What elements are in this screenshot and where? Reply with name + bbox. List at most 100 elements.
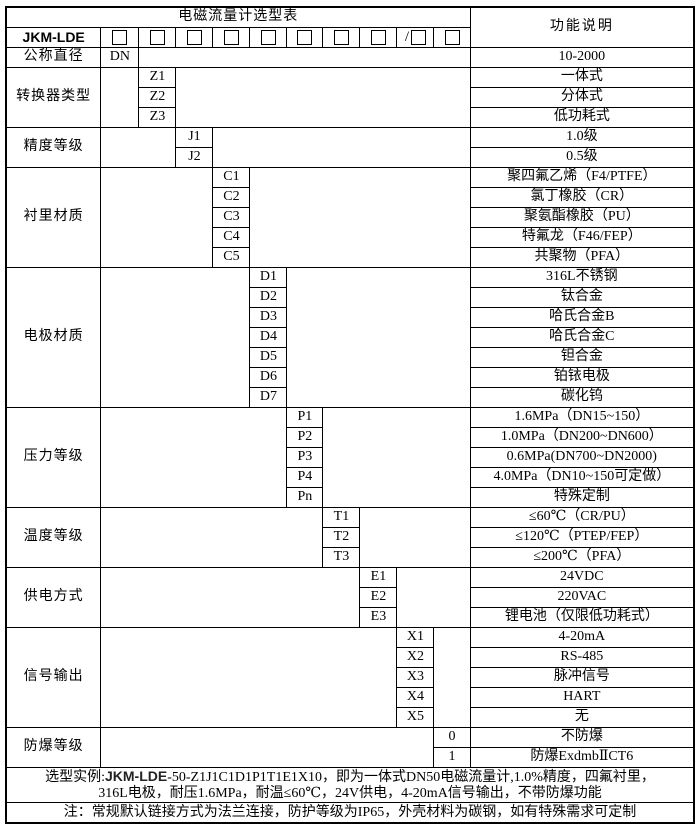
option-description: 0.5级 [469,147,695,168]
code-box-d [249,27,288,48]
option-code: P1 [286,407,324,428]
option-code: X5 [396,707,435,728]
table-row: P3 0.6MPa(DN700~DN2000) [6,447,695,468]
option-description: RS-485 [469,647,695,668]
example-prefix: 选型实例: [45,770,105,785]
table-row: 公称直径 DN 10-2000 [5,47,695,68]
option-code: C4 [212,227,251,248]
table-row: 压力等级 P1 1.6MPa（DN15~150） [5,407,695,508]
option-description: 碳化钨 [469,387,695,408]
category-label: 防爆等级 [5,727,102,768]
option-description: 聚四氟乙烯（F4/PTFE） [469,167,695,188]
checkbox-icon [411,30,426,45]
selection-example: 选型实例:JKM-LDE-50-Z1J1C1D1P1T1E1X10，即为一体式D… [5,766,695,804]
checkbox-icon [223,29,239,45]
option-description: 特殊定制 [469,487,695,508]
empty-cell [286,267,471,408]
option-description: 不防爆 [469,727,695,748]
table-row: 温度等级 T1 ≤60℃（CR/PU） [5,507,695,568]
note-row: 注：常规默认链接方式为法兰连接，防护等级为IP65，外壳材料为碳钢，如有特殊需求… [5,802,695,824]
code-box-c [212,27,251,48]
table-row: 精度等级 J1 1.0级 [5,127,695,168]
option-code: C1 [212,167,251,188]
option-code: X4 [396,687,435,708]
category-label: 温度等级 [5,507,102,568]
example-model-code: JKM-LDE [105,768,168,784]
option-description: 哈氏合金C [469,327,695,348]
option-description: 4-20mA [469,627,695,648]
model-code-row: JKM-LDE / [5,27,694,48]
option-description: 低功耗式 [469,107,695,128]
code-box-j [175,27,214,48]
option-description: ≤200℃（PFA） [469,547,695,568]
option-description: 共聚物（PFA） [469,247,695,268]
table-row: Z2 分体式 [6,87,695,108]
option-description: 钛合金 [469,287,695,308]
option-code: X2 [396,647,435,668]
option-code: T3 [322,547,361,568]
checkbox-icon [444,29,460,45]
empty-cell [100,727,435,768]
option-code: D2 [249,287,288,308]
checkbox-icon [333,29,349,45]
example-line1: 选型实例:JKM-LDE-50-Z1J1C1D1P1T1E1X10，即为一体式D… [7,768,693,787]
category-label: 信号输出 [5,627,102,728]
option-description: ≤120℃（PTEP/FEP） [469,527,695,548]
table-row: X4 HART [6,687,695,708]
checkbox-icon [149,29,165,45]
category-label: 压力等级 [5,407,102,508]
table-row: T3 ≤200℃（PFA） [6,547,695,568]
table-row: C2 氯丁橡胶（CR） [6,187,695,208]
checkbox-icon [112,29,128,45]
category-label: 电极材质 [5,267,102,408]
option-description: 铂铱电极 [469,367,695,388]
table-row: 转换器类型 Z1 一体式 [5,67,695,128]
table-row: 电极材质 D1 316L不锈钢 [5,267,695,408]
option-code: J2 [175,147,214,168]
category-label: 衬里材质 [5,167,102,268]
option-code: P2 [286,427,324,448]
option-description: 220VAC [469,587,695,608]
option-code: E2 [359,587,398,608]
example-line2: 316L电极，耐压1.6MPa，耐温≤60℃，24V供电，4-20mA信号输出，… [98,786,602,802]
empty-cell [175,67,471,128]
checkbox-icon [260,29,276,45]
example-row: 选型实例:JKM-LDE-50-Z1J1C1D1P1T1E1X10，即为一体式D… [5,766,695,804]
option-description: 钽合金 [469,347,695,368]
code-box-z [138,27,177,48]
option-code: 0 [433,727,471,748]
empty-cell [433,627,471,728]
option-description: 1.0MPa（DN200~DN600） [469,427,695,448]
option-code: C2 [212,187,251,208]
option-code: D5 [249,347,288,368]
option-code: D4 [249,327,288,348]
option-code: E1 [359,567,398,588]
empty-cell [100,567,361,628]
option-description: ≤60℃（CR/PU） [469,507,695,528]
option-description: 无 [469,707,695,728]
option-description: 哈氏合金B [469,307,695,328]
option-code: D6 [249,367,288,388]
empty-cell [100,627,398,728]
code-box-dn [100,27,140,48]
empty-cell [249,167,471,268]
table-row: D3 哈氏合金B [6,307,695,328]
code-box-x: / [396,27,435,48]
empty-cell [100,167,214,268]
table-row: P4 4.0MPa（DN10~150可定做） [6,467,695,488]
empty-cell [212,127,471,168]
option-code: Z2 [138,87,177,108]
option-description: 氯丁橡胶（CR） [469,187,695,208]
option-description: 分体式 [469,87,695,108]
slash-separator: / [404,28,409,45]
option-description: 1.6MPa（DN15~150） [469,407,695,428]
option-description: 一体式 [469,67,695,88]
category-label: 精度等级 [5,127,102,168]
empty-cell [322,407,471,508]
table-row: Z3 低功耗式 [6,107,695,128]
option-code: 1 [433,747,471,768]
option-code: P3 [286,447,324,468]
empty-cell [100,127,177,168]
table-row: X5 无 [6,707,695,728]
checkbox-icon [370,29,386,45]
